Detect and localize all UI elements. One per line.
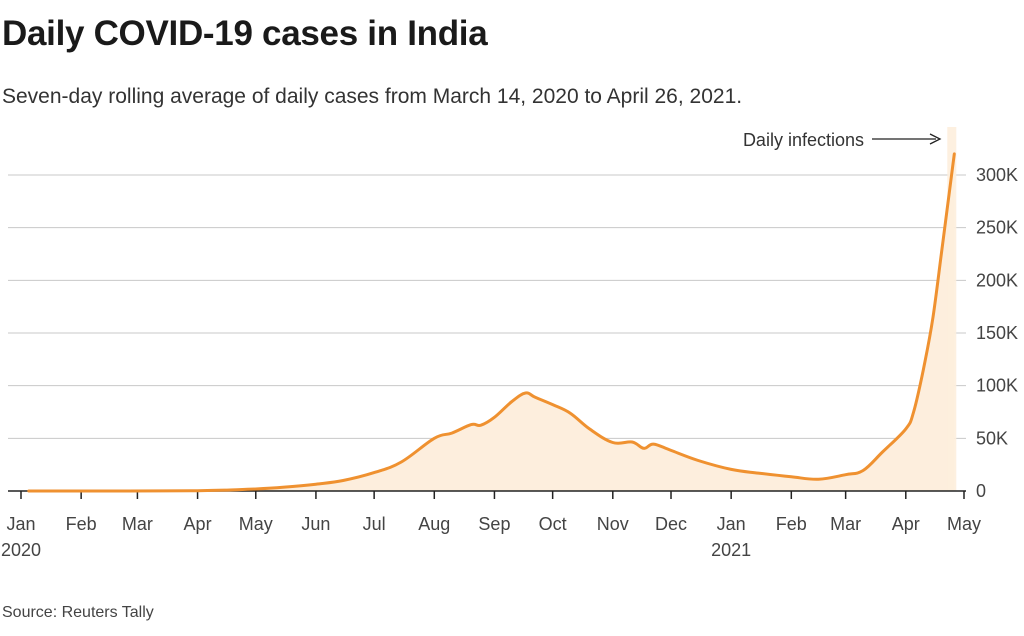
x-axis: Jan 2020 Feb Mar Apr May Jun Jul Aug Sep Oct Nov Dec… bbox=[1, 490, 981, 560]
y-tick-label: 50K bbox=[976, 428, 1008, 448]
y-tick-label: 150K bbox=[976, 323, 1018, 343]
line-chart: Jan 2020 Feb Mar Apr May Jun Jul Aug Sep Oct Nov Dec… bbox=[1, 127, 1018, 560]
x-tick-label: Apr bbox=[892, 514, 920, 534]
x-tick-label: Feb bbox=[776, 514, 807, 534]
x-tick-label: Feb bbox=[66, 514, 97, 534]
x-tick-year-label: 2021 bbox=[711, 540, 751, 560]
x-tick-label: Jun bbox=[301, 514, 330, 534]
chart-title: Daily COVID-19 cases in India bbox=[2, 14, 488, 53]
y-tick-label: 100K bbox=[976, 376, 1018, 396]
x-tick-label: May bbox=[239, 514, 273, 534]
y-tick-label: 250K bbox=[976, 218, 1018, 238]
source-note: Source: Reuters Tally bbox=[2, 604, 154, 621]
x-tick-label: Sep bbox=[478, 514, 510, 534]
x-tick-label: Apr bbox=[184, 514, 212, 534]
annotation: Daily infections bbox=[743, 130, 942, 150]
x-tick-label: Oct bbox=[539, 514, 567, 534]
x-tick-year-label: 2020 bbox=[1, 540, 41, 560]
series-line-path bbox=[27, 152, 956, 493]
series-area bbox=[28, 153, 955, 491]
area-fill bbox=[28, 127, 957, 491]
x-tick-label: Nov bbox=[597, 514, 629, 534]
series-line bbox=[27, 152, 956, 493]
daily-range-band bbox=[947, 127, 957, 491]
x-tick-label: Mar bbox=[122, 514, 153, 534]
x-tick-label: Dec bbox=[655, 514, 687, 534]
x-tick-label: Jul bbox=[363, 514, 386, 534]
x-tick-label: Aug bbox=[418, 514, 450, 534]
annotation-arrowhead bbox=[929, 133, 942, 145]
x-tick-label: Jan bbox=[6, 514, 35, 534]
gridlines bbox=[8, 174, 966, 439]
y-tick-label: 300K bbox=[976, 165, 1018, 185]
y-tick-label: 0 bbox=[976, 481, 986, 501]
x-tick-label: May bbox=[947, 514, 981, 534]
x-tick-label: Jan bbox=[717, 514, 746, 534]
annotation-label: Daily infections bbox=[743, 130, 864, 150]
chart-subtitle: Seven-day rolling average of daily cases… bbox=[2, 85, 743, 108]
x-tick-label: Mar bbox=[830, 514, 861, 534]
y-axis-labels: 0 50K 100K 150K 200K 250K 300K bbox=[976, 165, 1018, 501]
y-tick-label: 200K bbox=[976, 270, 1018, 290]
